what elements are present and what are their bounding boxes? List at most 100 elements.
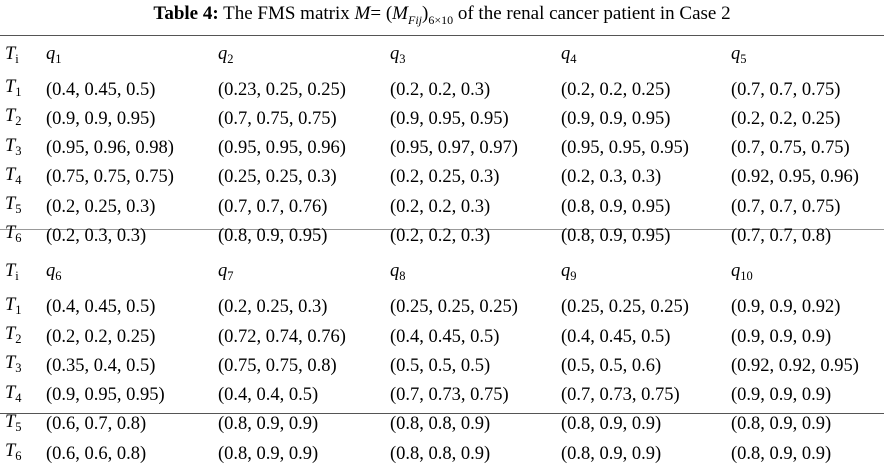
table-cell: (0.95, 0.96, 0.98) [46,138,174,159]
row-label-symbol: T3 [5,353,22,376]
caption-element-subscript: Fij [407,12,422,27]
table-caption: Table 4: The FMS matrix M= (MFij)6×10 of… [0,3,884,28]
table-cell: (0.95, 0.95, 0.96) [218,138,346,159]
column-header-symbol-subscript: 5 [740,52,747,66]
column-header-symbol: q10 [731,260,753,283]
table-row: T3 (0.35, 0.4, 0.5) (0.75, 0.75, 0.8) (0.5,… [5,351,881,380]
row-label-cell: T5 [5,410,46,439]
table-row: T4 (0.75, 0.75, 0.75) (0.25, 0.25, 0.3) (0.… [5,163,881,192]
table-cell: (0.2, 0.3, 0.3) [561,167,662,188]
table-cell: (0.2, 0.2, 0.3) [390,196,491,217]
row-label-symbol-base: T [5,194,16,215]
row-label-cell: T2 [5,104,46,133]
column-header-cell: q5 [731,38,881,75]
table-cell: (0.5, 0.5, 0.5) [390,355,491,376]
row-label-symbol-base: T [5,77,16,97]
table-cell: (0.8, 0.9, 0.9) [561,443,662,464]
table-cell: (0.2, 0.2, 0.25) [731,108,841,129]
table-cell: (0.8, 0.9, 0.9) [731,443,832,464]
table-cell: (0.5, 0.5, 0.6) [561,355,662,376]
fms-matrix-table: Ti q1 q2 q3 q4 q5 T1 (0.4, 0.45, 0.5) (0.23, 0.2… [5,38,881,469]
row-label-symbol-subscript: 2 [15,332,22,347]
table-cell: (0.25, 0.25, 0.25) [561,297,689,318]
table-cell: (0.8, 0.9, 0.95) [561,196,671,217]
table-cell: (0.4, 0.45, 0.5) [390,326,500,347]
row-label-symbol: T4 [5,165,22,187]
table-row: T2 (0.9, 0.9, 0.95) (0.7, 0.75, 0.75) (0.9,… [5,104,881,133]
caption-close: ) [421,3,429,24]
column-header-cell: q3 [390,38,561,75]
column-header-symbol-subscript: 4 [570,52,577,66]
bottom-rule [0,413,884,414]
row-label-symbol-base: T [5,324,16,345]
table-row: T6 (0.6, 0.6, 0.8) (0.8, 0.9, 0.9) (0.8, 0.… [5,439,881,468]
column-header-cell: q8 [390,251,561,293]
table-cell: (0.9, 0.9, 0.95) [561,108,671,129]
column-header-symbol-base: q [46,260,56,281]
table-cell: (0.7, 0.75, 0.75) [218,108,337,129]
column-header-symbol: q9 [561,261,577,283]
row-header-symbol-subscript: i [15,268,19,283]
table-row: T4 (0.9, 0.95, 0.95) (0.4, 0.4, 0.5) (0.7, … [5,381,881,410]
table-cell: (0.7, 0.73, 0.75) [561,385,680,406]
row-label-symbol-subscript: 6 [15,449,22,464]
table-cell: (0.8, 0.9, 0.9) [218,443,319,464]
row-label-cell: T3 [5,134,46,163]
table-cell: (0.8, 0.9, 0.9) [218,414,319,435]
column-header-symbol-subscript: 2 [227,52,234,66]
table-cell: (0.2, 0.25, 0.3) [218,297,328,318]
table-cell: (0.9, 0.9, 0.9) [731,385,832,406]
table-cell: (0.92, 0.92, 0.95) [731,355,859,376]
row-label-symbol-subscript: 1 [15,302,22,317]
table-cell: (0.9, 0.95, 0.95) [390,108,509,129]
column-header-cell: q7 [218,251,390,293]
table-cell: (0.23, 0.25, 0.25) [218,79,346,100]
column-header-cell: q1 [46,38,218,75]
table-row: T1 (0.4, 0.45, 0.5) (0.2, 0.25, 0.3) (0.25,… [5,293,881,322]
row-label-cell: T1 [5,75,46,104]
row-label-symbol-subscript: 6 [15,231,22,246]
table-cell: (0.7, 0.7, 0.8) [731,225,832,246]
table-cell: (0.7, 0.7, 0.76) [218,196,328,217]
caption-dimensions: 6×10 [428,12,454,27]
table-cell: (0.2, 0.25, 0.3) [390,167,500,188]
caption-element-symbol: M [392,3,408,24]
row-label-symbol-subscript: 2 [15,114,22,129]
row-label-symbol-subscript: 3 [15,361,22,376]
column-header-cell: q10 [731,251,881,293]
table-cell: (0.92, 0.95, 0.96) [731,167,859,188]
row-label-symbol-base: T [5,353,16,374]
table-cell: (0.25, 0.25, 0.25) [390,297,518,318]
table-cell: (0.8, 0.8, 0.9) [390,443,491,464]
column-header-symbol: q8 [390,260,406,283]
table-cell: (0.95, 0.95, 0.95) [561,138,689,159]
row-label-symbol: T6 [5,223,22,246]
row-header-symbol-subscript: i [15,52,19,66]
table-cell: (0.9, 0.9, 0.95) [46,108,156,129]
row-label-symbol-subscript: 1 [15,85,22,99]
table-cell: (0.2, 0.2, 0.25) [46,326,156,347]
column-header-symbol: q4 [561,44,577,66]
row-header-cell: Ti [5,251,46,293]
row-label-symbol-base: T [5,441,16,462]
table-cell: (0.75, 0.75, 0.8) [218,355,337,376]
column-header-symbol-base: q [390,44,400,64]
table-cell: (0.2, 0.3, 0.3) [46,225,147,246]
column-header-symbol-subscript: 3 [399,52,406,66]
middle-rule [0,229,884,230]
table-cell: (0.4, 0.4, 0.5) [218,385,319,406]
row-label-symbol-subscript: 3 [15,143,22,158]
caption-text-after: of the renal cancer patient in Case 2 [457,3,731,24]
row-label-symbol: T3 [5,136,22,158]
column-header-symbol-base: q [731,260,741,281]
column-header-symbol-base: q [218,44,228,64]
column-header-symbol-base: q [390,260,400,281]
column-header-symbol-subscript: 8 [399,268,406,283]
row-label-symbol-subscript: 4 [15,172,22,187]
table-cell: (0.8, 0.9, 0.9) [731,414,832,435]
column-header-symbol: q1 [46,44,62,66]
table-cell: (0.4, 0.45, 0.5) [46,297,156,318]
column-header-symbol-base: q [561,44,571,64]
row-label-symbol: T4 [5,383,22,405]
table-cell: (0.4, 0.45, 0.5) [561,326,671,347]
